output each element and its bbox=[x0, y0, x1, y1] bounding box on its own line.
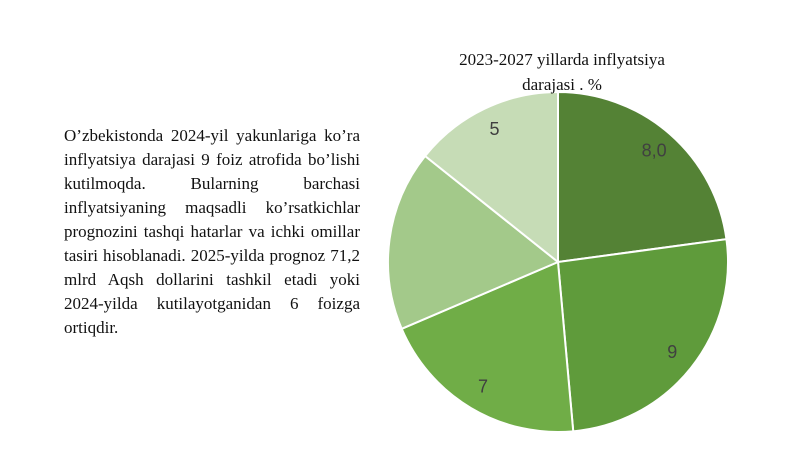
pie-slice bbox=[556, 238, 729, 433]
pie-slice bbox=[400, 260, 575, 433]
pie-slice bbox=[423, 90, 559, 265]
slice-label: 5 bbox=[490, 119, 500, 139]
slice-label: 9 bbox=[667, 342, 677, 362]
chart-title: 2023-2027 yillarda inflyatsiya darajasi … bbox=[459, 50, 665, 94]
pie-slice bbox=[387, 154, 560, 331]
slice-label: 7 bbox=[478, 376, 488, 396]
pie-slice bbox=[557, 90, 728, 264]
slice-label: 8,0 bbox=[642, 141, 667, 161]
body-text: O’zbekistonda 2024-yil yakunlariga ko’ra… bbox=[64, 126, 360, 337]
